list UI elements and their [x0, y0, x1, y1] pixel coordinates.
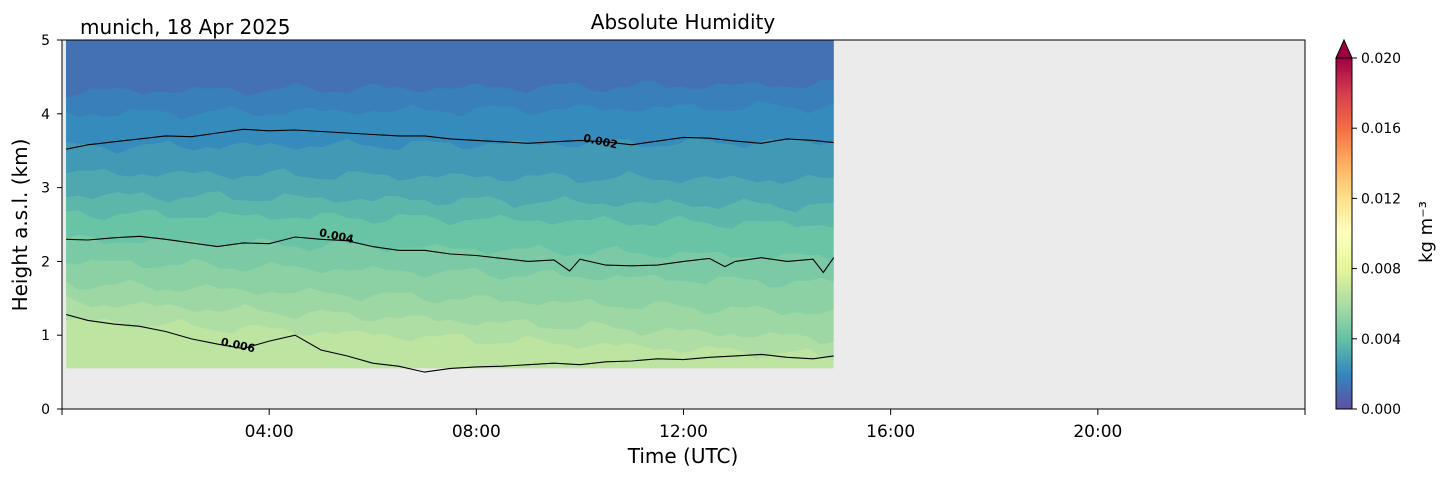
site-date-label: munich, 18 Apr 2025: [80, 15, 290, 39]
colorbar-tick-label: 0.020: [1361, 51, 1401, 67]
contour-line-0.002: [65, 128, 834, 150]
colorbar-gradient: [1336, 58, 1352, 409]
colorbar-tick-label: 0.004: [1361, 332, 1401, 348]
colorbar-frame: [1335, 57, 1353, 410]
x-tick-label: 12:00: [659, 422, 708, 442]
y-tick-label: 4: [41, 107, 50, 123]
fill-band: [66, 40, 834, 98]
colorbar-extend-arrow: [1335, 38, 1353, 59]
chart-title: Absolute Humidity: [591, 10, 776, 34]
y-tick-label: 2: [41, 254, 50, 270]
y-tick-label: 3: [41, 181, 50, 197]
y-tick-label: 0: [41, 402, 50, 418]
colorbar-tick-label: 0.016: [1361, 121, 1401, 137]
x-tick-label: 16:00: [866, 422, 915, 442]
colorbar-label: kg m⁻³: [1416, 201, 1437, 263]
contour-line-0.004: [66, 235, 835, 274]
x-axis-ticks: 04:00 08:00 12:00 16:00 20:00: [61, 409, 1306, 442]
colorbar-tick-label: 0.012: [1361, 191, 1401, 207]
colorbar-tick-label: 0.008: [1361, 262, 1401, 278]
x-axis-label: Time (UTC): [627, 444, 739, 468]
x-tick-label: 08:00: [452, 422, 501, 442]
x-tick-label: 20:00: [1073, 422, 1122, 442]
y-axis-label: Height a.s.l. (km): [8, 139, 32, 312]
contour-line-0.006: [65, 313, 834, 373]
humidity-field: [66, 40, 834, 369]
y-tick-label: 5: [41, 33, 50, 49]
colorbar-tick-label: 0.000: [1361, 402, 1401, 418]
y-axis-ticks: 0 1 2 3 4 5: [41, 33, 62, 418]
y-tick-label: 1: [41, 328, 50, 344]
x-tick-label: 04:00: [245, 422, 294, 442]
colorbar: 0.000 0.004 0.008 0.012 0.016 0.020: [1335, 38, 1401, 418]
